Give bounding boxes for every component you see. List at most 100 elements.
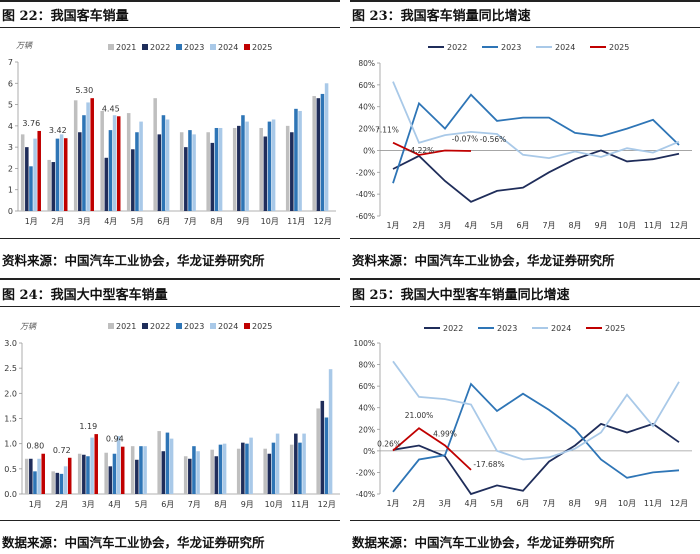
bar-2023-3月 (82, 115, 86, 211)
legend-swatch-2025 (244, 44, 250, 50)
legend-label-2023: 2023 (497, 324, 517, 333)
x-tick-label: 6月 (157, 217, 170, 226)
legend-swatch-2023 (176, 44, 182, 50)
data-label-2025: 21.00% (405, 411, 434, 420)
bar-2024-3月 (86, 102, 90, 211)
legend-label-2024: 2024 (218, 43, 238, 52)
x-tick-label: 8月 (214, 500, 227, 509)
y-tick-label: 0.5 (4, 465, 17, 474)
bar-2021-7月 (183, 456, 188, 494)
chart-title-24: 图 24：我国大中型客车销量 (2, 288, 168, 303)
bar-2021-9月 (236, 448, 241, 494)
y-tick-label: 60% (358, 81, 375, 90)
y-tick-label: -60% (356, 212, 375, 221)
bar-2024-4月 (116, 436, 121, 494)
legend-label-2022: 2022 (443, 324, 463, 333)
x-tick-label: 4月 (464, 221, 477, 230)
y-tick-label: 2.0 (4, 389, 17, 398)
legend-label-2023: 2023 (501, 43, 521, 52)
data-label-2025: 0.72 (53, 446, 71, 455)
bar-2021-11月 (289, 444, 294, 494)
bar-2021-8月 (210, 449, 214, 494)
bar-2022-9月 (241, 442, 245, 494)
bar-2023-2月 (59, 473, 64, 494)
title-underline-25 (350, 306, 700, 307)
bar-2022-1月 (25, 147, 29, 211)
bar-2021-10月 (259, 127, 263, 211)
data-label-2025: 0.80 (26, 442, 44, 451)
bar-2024-10月 (275, 433, 280, 494)
legend-label-2021: 2021 (116, 322, 136, 331)
x-tick-label: 9月 (237, 217, 250, 226)
bar-2022-1月 (29, 458, 33, 494)
x-tick-label: 7月 (542, 221, 555, 230)
bar-2022-10月 (267, 453, 272, 494)
bar-2022-2月 (51, 162, 56, 211)
bar-2023-6月 (165, 432, 170, 494)
title-rule-24 (0, 278, 340, 280)
title-underline-22 (0, 27, 340, 28)
source-rule-22 (0, 238, 340, 239)
bar-2021-1月 (24, 458, 29, 494)
x-tick-label: 12月 (318, 500, 336, 509)
legend-swatch-2021 (108, 323, 114, 329)
bar-2023-7月 (192, 446, 196, 494)
y-tick-label: -20% (356, 168, 375, 177)
bar-2022-11月 (290, 132, 294, 211)
y-tick-label: 5 (8, 101, 13, 110)
legend-label-2021: 2021 (116, 43, 136, 52)
legend-swatch-2025 (244, 323, 250, 329)
y-unit-label: 万辆 (16, 41, 34, 50)
bar-chart-22: 0 1 2 3 4 5 6 7万辆 1月 2月 3月 4月 5月 6月 7月 8月 9月 10月 11月 12月 3.7… (8, 41, 336, 226)
bar-2021-4月 (104, 452, 108, 494)
title-underline-23 (350, 27, 700, 28)
bar-2025-3月 (90, 98, 94, 211)
data-label-2025: -0.56% (480, 135, 507, 144)
bar-2021-10月 (263, 448, 267, 494)
legend-label-2025: 2025 (609, 43, 629, 52)
x-tick-label: 12月 (670, 221, 688, 230)
bar-2024-6月 (169, 438, 174, 494)
bar-2021-8月 (206, 132, 210, 211)
bar-2024-1月 (33, 138, 37, 211)
line-chart-23: -60% -40% -20% 0% 20% 40% 60% 80% 1月 2月 3月 4月 5月 6月 7月… (356, 43, 692, 230)
bar-2023-5月 (139, 446, 143, 494)
x-tick-label: 10月 (265, 500, 283, 509)
chart-title-25: 图 25：我国大中型客车销量同比增速 (352, 288, 570, 303)
series-line-2025 (392, 427, 472, 471)
bar-2024-3月 (90, 437, 94, 494)
bar-2022-10月 (263, 136, 268, 211)
bar-2024-2月 (63, 466, 68, 494)
legend-label-2025: 2025 (252, 43, 272, 52)
legend-swatch-2021 (108, 44, 114, 50)
bar-2023-1月 (33, 471, 37, 494)
legend-swatch-2022 (142, 44, 148, 50)
bar-2025-3月 (94, 434, 98, 494)
y-tick-label: 1.5 (4, 415, 17, 424)
legend-label-2022: 2022 (150, 322, 170, 331)
x-tick-label: 3月 (438, 221, 451, 230)
legend-label-2024: 2024 (551, 324, 571, 333)
bar-2025-1月 (37, 130, 41, 211)
y-tick-label: 0% (363, 447, 375, 456)
bar-2022-5月 (135, 459, 139, 494)
x-tick-label: 1月 (386, 221, 399, 230)
bar-chart-24: 0.0 0.5 1.0 1.5 2.0 2.5 3.0万辆 1月 2月 3月 4月 5月 6月 7月 8月 9… (4, 322, 340, 509)
bar-2022-8月 (210, 142, 215, 211)
bar-2022-7月 (188, 458, 192, 494)
x-tick-label: 7月 (184, 217, 197, 226)
data-label-2025: 4.45 (102, 104, 120, 113)
bar-2023-9月 (245, 443, 249, 494)
bar-2024-10月 (271, 119, 276, 211)
y-tick-label: -20% (356, 468, 375, 477)
data-label-2025: -17.68% (473, 460, 504, 469)
bar-2021-11月 (285, 125, 290, 211)
y-tick-label: 0.0 (4, 490, 17, 499)
x-tick-label: 10月 (618, 221, 636, 230)
bar-2021-6月 (153, 98, 157, 211)
series-line-2025 (392, 141, 472, 156)
bar-2022-12月 (316, 98, 321, 211)
x-tick-label: 11月 (644, 499, 662, 508)
y-tick-label: -40% (356, 490, 375, 499)
y-tick-label: 100% (354, 339, 375, 348)
